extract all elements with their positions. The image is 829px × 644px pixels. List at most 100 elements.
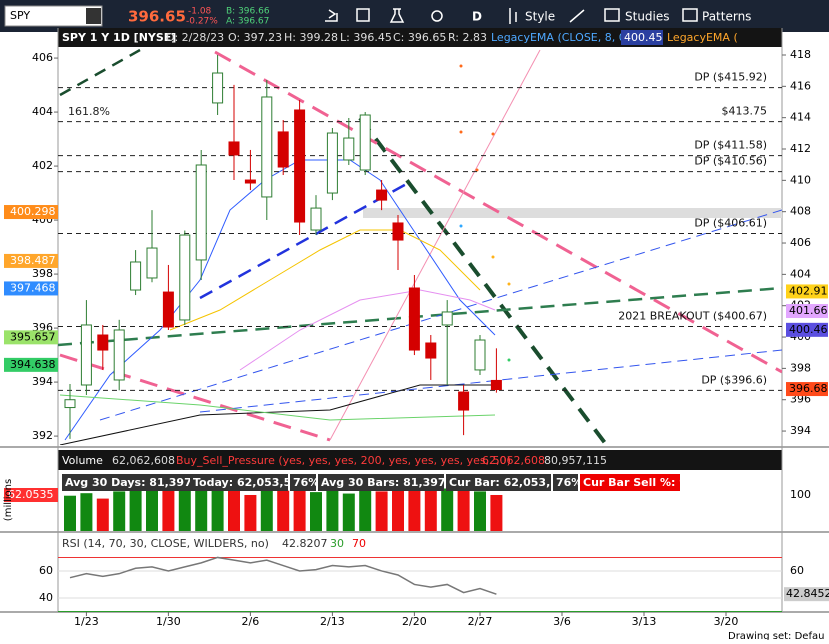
volume-stat: Avg 30 Bars: 81,397,193 (321, 476, 473, 489)
fib-label: 161.8% (68, 105, 110, 118)
volume-bar (195, 484, 208, 531)
x-tick-label: 3/20 (714, 615, 739, 628)
volume-header-item: 62,062,608 (482, 454, 545, 467)
right-tick-label: 408 (790, 205, 811, 218)
candle-body (130, 261, 142, 291)
volume-bar (80, 493, 93, 531)
level-label: DP ($415.92) (694, 71, 767, 84)
last-price: 396.65 (128, 8, 186, 26)
volume-bar (162, 488, 175, 531)
volume-bar (277, 490, 290, 531)
price-marker (4, 330, 58, 345)
study-name: LegacyEMA (CLOSE, 8, 0) (491, 31, 630, 44)
price-marker-label: 394.638 (10, 358, 56, 371)
price-plot (58, 54, 782, 439)
x-tick-label: 1/30 (156, 615, 181, 628)
studies-button[interactable]: Studies (625, 10, 670, 24)
study-value-box (621, 30, 663, 45)
header-range: R: 2.83 (448, 31, 487, 44)
volume-bar (326, 488, 339, 531)
period-button[interactable]: D (472, 10, 482, 24)
volume-bar (474, 491, 486, 531)
volume-left-box (4, 488, 58, 502)
ask: A: 396.67 (226, 17, 269, 27)
header-title: SPY 1 Y 1D [NYSE] (62, 31, 176, 44)
toolbar-icons[interactable] (325, 8, 698, 24)
rsi-line (69, 556, 497, 595)
price-marker-label: 397.468 (10, 281, 56, 294)
candle-body (195, 164, 207, 261)
candle-body (244, 179, 256, 184)
volume-bar (359, 487, 372, 531)
volume-left-label: 62.0535 (8, 488, 54, 501)
header-close: C: 396.65 (393, 31, 446, 44)
price-marker-label: 402.91 (789, 284, 828, 297)
volume-bar (408, 484, 421, 531)
volume-bar (457, 485, 470, 531)
candle-body (392, 222, 404, 241)
patterns-button[interactable]: Patterns (702, 10, 751, 24)
candle-body (212, 72, 224, 104)
volume-bar (146, 490, 158, 531)
price-marker-label: 400.46 (789, 323, 828, 336)
rsi-value: 42.8207 (282, 537, 328, 550)
price-marker-label: 398.487 (10, 254, 56, 267)
volume-header-item: Buy_Sell_Pressure (yes, yes, yes, 200, y… (176, 454, 511, 467)
candle-body (64, 399, 76, 409)
right-tick-label: 418 (790, 48, 811, 61)
symbol-box[interactable] (4, 5, 103, 27)
drawings (58, 48, 782, 445)
volume-bar (293, 487, 306, 531)
candle-body (425, 342, 437, 359)
rsi-tick-label-right: 60 (790, 564, 804, 577)
left-tick-label: 398 (32, 267, 53, 280)
candle-body (294, 109, 306, 223)
candle-body (228, 141, 240, 156)
candle-body (113, 329, 125, 381)
price-marker (786, 284, 828, 299)
candle-body (80, 324, 92, 386)
volume-stat-box (62, 474, 190, 491)
volume-bar (490, 494, 503, 531)
study2-name: LegacyEMA ( (667, 31, 738, 44)
volume-stat-box (446, 474, 551, 491)
volume-bar (129, 487, 142, 531)
volume-bar (113, 491, 126, 531)
candle-body (277, 131, 289, 168)
volume-bar (392, 485, 404, 531)
candle-body (376, 189, 388, 201)
x-tick-label: 1/23 (74, 615, 99, 628)
volume-stat: Cur Bar: 62,053,503 (449, 476, 573, 489)
left-tick-label: 404 (32, 105, 53, 118)
price-panel (58, 47, 782, 445)
volume-header (58, 450, 782, 470)
candle-body (146, 247, 158, 279)
right-tick-label: 412 (790, 142, 811, 155)
volume-stat: 76% (293, 476, 319, 489)
right-tick-label: 406 (790, 236, 811, 249)
study-value: 400.45 (624, 31, 663, 44)
rsi-header (58, 534, 782, 554)
candle-body (441, 311, 453, 326)
rsi-tick-label: 60 (39, 564, 53, 577)
volume-bar (441, 488, 454, 531)
candle-body (343, 137, 355, 161)
volume-stat-box (318, 474, 444, 491)
price-marker (4, 357, 58, 372)
volume-stat: 76% (556, 476, 582, 489)
candle-body (408, 287, 420, 351)
level-label: DP ($411.58) (694, 139, 767, 152)
left-tick-label: 402 (32, 159, 53, 172)
price-marker (786, 322, 828, 337)
toolbar (0, 0, 829, 32)
candle-body (474, 339, 486, 371)
volume-stat: Cur Bar Sell %: 92 (583, 476, 695, 489)
symbol-dropdown[interactable] (86, 8, 101, 24)
rsi-overbought: 70 (352, 537, 366, 550)
style-button[interactable]: Style (525, 10, 555, 24)
volume-bar (260, 482, 273, 531)
left-tick-label: 392 (32, 429, 53, 442)
level-label: DP ($410.56) (694, 155, 767, 168)
volume-bar (342, 493, 355, 531)
